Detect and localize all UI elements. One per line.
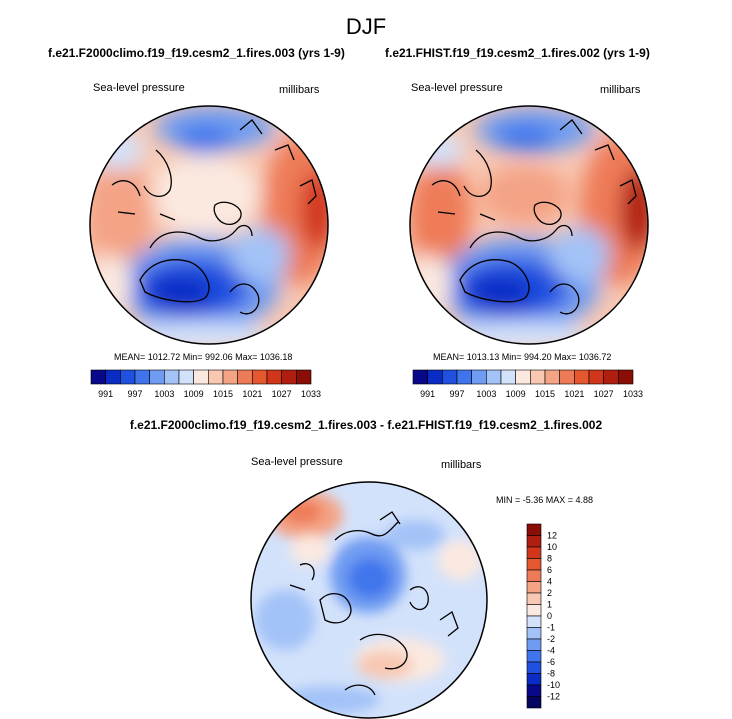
figure-title: DJF bbox=[345, 14, 387, 39]
diff-colorbar-tick-label: -2 bbox=[547, 634, 555, 644]
panel-b-colorbar-tick-label: 991 bbox=[420, 389, 435, 399]
panel-a-colorbar-tick-label: 1015 bbox=[213, 389, 233, 399]
diff-colorbar-swatch bbox=[526, 581, 542, 594]
diff-colorbar-tick-label: -6 bbox=[547, 657, 555, 667]
panel-b-colorbar: 991 997 1003 1009 1015 1021 1027 1033 bbox=[412, 369, 643, 399]
diff-colorbar-swatch bbox=[526, 684, 542, 697]
diff-colorbar-swatch bbox=[526, 535, 542, 548]
panel-b-colorbar-tick-label: 1033 bbox=[623, 389, 643, 399]
panel-a-colorbar-tick-label: 1003 bbox=[154, 389, 174, 399]
panel-b-map-boundary bbox=[409, 105, 649, 345]
diff-colorbar-tick-label: 8 bbox=[547, 554, 552, 564]
panel-a-units-label: millibars bbox=[279, 84, 320, 96]
panel-b-units-label: millibars bbox=[600, 84, 641, 96]
panel-a-colorbar-tick-label: 1033 bbox=[301, 389, 321, 399]
diff-colorbar-tick-label: 0 bbox=[547, 611, 552, 621]
diff-colorbar-swatch bbox=[526, 569, 542, 582]
diff-colorbar-swatch bbox=[526, 615, 542, 628]
diff-colorbar-tick-label: 2 bbox=[547, 588, 552, 598]
diff-colorbar-tick-label: -12 bbox=[547, 692, 560, 702]
panel-a-variable-label: Sea-level pressure bbox=[93, 82, 185, 94]
diff-pressure-field bbox=[255, 491, 482, 714]
panel-a-colorbar-tick-label: 997 bbox=[127, 389, 142, 399]
diff-colorbar-swatch bbox=[526, 604, 542, 617]
panel-a-colorbar-tick-label: 1009 bbox=[184, 389, 204, 399]
panel-a-stats: MEAN= 1012.72 Min= 992.06 Max= 1036.18 bbox=[114, 352, 293, 362]
panel-a-colorbar: 991 997 1003 1009 1015 1021 1027 1033 bbox=[90, 369, 321, 399]
diff-colorbar-tick-label: 4 bbox=[547, 577, 552, 587]
panel-b-colorbar-tick-label: 1015 bbox=[535, 389, 555, 399]
panel-a-case-title: f.e21.F2000climo.f19_f19.cesm2_1.fires.0… bbox=[48, 46, 345, 60]
diff-colorbar-tick-label: -8 bbox=[547, 669, 555, 679]
diff-colorbar-swatch bbox=[526, 650, 542, 663]
diff-colorbar-tick-label: 12 bbox=[547, 531, 557, 541]
diff-colorbar-swatch bbox=[526, 638, 542, 651]
panel-a-colorbar-swatch bbox=[296, 369, 312, 385]
panel-b-variable-label: Sea-level pressure bbox=[411, 82, 503, 94]
panel-a-colorbar-tick-label: 991 bbox=[98, 389, 113, 399]
panel-b-stats: MEAN= 1013.13 Min= 994.20 Max= 1036.72 bbox=[433, 352, 612, 362]
diff-colorbar-tick-label: -4 bbox=[547, 646, 555, 656]
diff-colorbar-tick-label: 6 bbox=[547, 565, 552, 575]
panel-a-map-boundary bbox=[89, 105, 329, 345]
diff-colorbar-tick-label: -1 bbox=[547, 623, 555, 633]
panel-b-colorbar-swatch bbox=[618, 369, 634, 385]
panel-b-colorbar-tick-label: 997 bbox=[449, 389, 464, 399]
panel-a-colorbar-tick-label: 1027 bbox=[272, 389, 292, 399]
diff-colorbar-swatch bbox=[526, 696, 542, 709]
diff-units-label: millibars bbox=[441, 459, 482, 471]
panel-b-colorbar-tick-label: 1003 bbox=[476, 389, 496, 399]
diff-colorbar-swatch bbox=[526, 673, 542, 686]
diff-panel-title: f.e21.F2000climo.f19_f19.cesm2_1.fires.0… bbox=[129, 418, 603, 432]
panel-a-colorbar-tick-label: 1021 bbox=[242, 389, 262, 399]
diff-colorbar-swatch bbox=[526, 546, 542, 559]
diff-colorbar-swatch bbox=[526, 627, 542, 640]
panel-b-coastlines bbox=[431, 119, 637, 315]
panel-b-case-title: f.e21.FHIST.f19_f19.cesm2_1.fires.002 (y… bbox=[385, 46, 650, 60]
panel-b-colorbar-tick-label: 1027 bbox=[594, 389, 614, 399]
diff-stats: MIN = -5.36 MAX = 4.88 bbox=[496, 495, 594, 505]
diff-colorbar-swatch bbox=[526, 558, 542, 571]
panel-b-colorbar-tick-label: 1009 bbox=[506, 389, 526, 399]
panel-b-colorbar-tick-label: 1021 bbox=[564, 389, 584, 399]
diff-coastlines bbox=[289, 511, 459, 696]
diff-colorbar-tick-label: 1 bbox=[547, 600, 552, 610]
diff-colorbar-swatch bbox=[526, 523, 542, 536]
panel-a-coastlines bbox=[111, 119, 317, 315]
diff-map-boundary bbox=[250, 481, 488, 719]
diff-colorbar-tick-label: -10 bbox=[547, 680, 560, 690]
diff-colorbar-swatch bbox=[526, 592, 542, 605]
diff-colorbar-swatch bbox=[526, 661, 542, 674]
diff-colorbar-tick-label: 10 bbox=[547, 542, 557, 552]
diff-variable-label: Sea-level pressure bbox=[251, 456, 343, 468]
